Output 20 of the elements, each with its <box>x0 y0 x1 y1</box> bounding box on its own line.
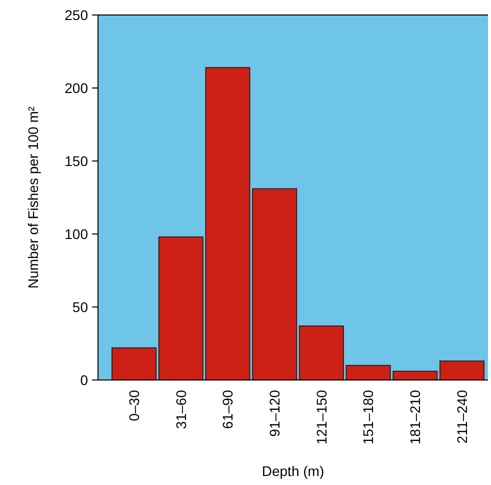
bar <box>298 325 344 380</box>
y-tick-label: 250 <box>64 6 88 23</box>
x-tick-label: 0–30 <box>126 390 142 422</box>
x-tick-label: 31–60 <box>172 390 189 429</box>
x-axis-title: Depth (m) <box>262 463 324 479</box>
y-tick-label: 100 <box>64 226 88 242</box>
x-tick-label: 151–180 <box>360 390 376 445</box>
x-tick-label: 181–210 <box>407 390 424 445</box>
bar <box>112 347 157 380</box>
y-axis-title: Number of Fishes per 100 m² <box>25 106 41 289</box>
bar <box>439 360 484 380</box>
x-tick-label: 91–120 <box>266 390 282 437</box>
bar <box>252 188 298 380</box>
y-tick-label: 150 <box>64 152 88 169</box>
x-tick-label: 121–150 <box>313 390 330 445</box>
y-tick-label: 200 <box>64 80 88 96</box>
x-tick-label: 211–240 <box>454 390 470 444</box>
y-tick-label: 50 <box>72 298 88 315</box>
y-tick-label: 0 <box>80 372 88 388</box>
x-tick-label: 61–90 <box>220 390 236 429</box>
